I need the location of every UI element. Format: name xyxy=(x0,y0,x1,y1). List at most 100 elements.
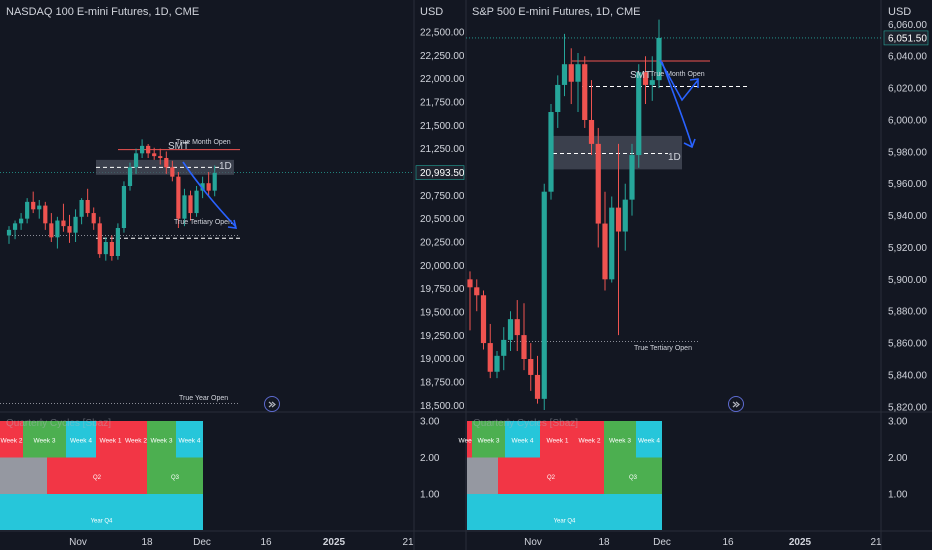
candle-body[interactable] xyxy=(12,223,18,230)
candle-body[interactable] xyxy=(73,216,78,233)
candle-body[interactable] xyxy=(467,279,473,288)
week-label: Week 1 xyxy=(100,437,122,444)
week-label: Week 2 xyxy=(125,437,147,444)
candle-body[interactable] xyxy=(487,343,493,372)
week-label: Week 3 xyxy=(609,437,631,444)
candle-body[interactable] xyxy=(582,64,588,120)
candle-body[interactable] xyxy=(521,335,527,360)
candle-body[interactable] xyxy=(67,226,72,233)
candle-body[interactable] xyxy=(164,158,169,168)
time-tick-label: 16 xyxy=(260,537,272,548)
week-label: Week 3 xyxy=(151,437,173,444)
candle-body[interactable] xyxy=(568,64,574,82)
candle-body[interactable] xyxy=(494,355,500,372)
candle-body[interactable] xyxy=(25,201,30,219)
es-tertiary-open-label: True Tertiary Open xyxy=(634,345,692,352)
es-time-axis[interactable]: Nov 18 Dec 16 2025 21 xyxy=(524,537,882,548)
candle-body[interactable] xyxy=(140,145,145,154)
week-label: Week 3 xyxy=(34,437,56,444)
candle-body[interactable] xyxy=(194,190,199,214)
es-candles[interactable] xyxy=(467,19,662,410)
candle-body[interactable] xyxy=(480,295,487,344)
candle-body[interactable] xyxy=(43,205,48,224)
candle-body[interactable] xyxy=(561,64,568,85)
es-projection-arrow-down xyxy=(661,61,693,147)
nq-month-open-label: True Month Open xyxy=(176,139,231,146)
candle-body[interactable] xyxy=(115,228,120,256)
candle-body[interactable] xyxy=(188,195,193,214)
candle-body[interactable] xyxy=(636,72,642,156)
candle-body[interactable] xyxy=(588,119,595,144)
candle-body[interactable] xyxy=(97,223,102,255)
candle-body[interactable] xyxy=(61,220,66,227)
candle-body[interactable] xyxy=(79,200,84,217)
candle-body[interactable] xyxy=(158,156,163,158)
candle-body[interactable] xyxy=(548,112,554,192)
quarter-bar xyxy=(498,457,604,494)
candle-body[interactable] xyxy=(31,201,36,210)
price-tick-label: 5,860.00 xyxy=(888,339,927,350)
candle-body[interactable] xyxy=(176,176,181,219)
quarter-label: Q3 xyxy=(171,475,180,481)
tf-1d-range-box xyxy=(553,135,682,170)
candle-body[interactable] xyxy=(602,223,608,280)
nq-currency-label[interactable]: USD xyxy=(420,6,444,18)
last-price-tag[interactable] xyxy=(415,165,465,180)
year-q4-bar xyxy=(467,494,662,530)
week-label: Week 3 xyxy=(478,437,500,444)
candle-body[interactable] xyxy=(146,145,151,154)
candle-body[interactable] xyxy=(595,143,601,224)
candle-body[interactable] xyxy=(200,183,205,191)
candle-body[interactable] xyxy=(49,223,54,238)
candle-body[interactable] xyxy=(55,220,60,238)
es-symbol-title[interactable]: S&P 500 E-mini Futures, 1D, CME xyxy=(472,6,641,18)
week-bar xyxy=(0,421,23,458)
candle-body[interactable] xyxy=(121,186,127,228)
candle-body[interactable] xyxy=(6,229,12,236)
candle-body[interactable] xyxy=(649,80,655,85)
nq-scroll-to-realtime-icon[interactable] xyxy=(264,396,280,412)
candle-body[interactable] xyxy=(622,199,628,232)
candle-body[interactable] xyxy=(642,72,649,85)
candle-body[interactable] xyxy=(152,153,157,157)
candle-body[interactable] xyxy=(109,242,114,256)
price-tick-label: 6,040.00 xyxy=(888,52,927,63)
candle-body[interactable] xyxy=(170,167,175,177)
candle-body[interactable] xyxy=(656,37,662,81)
candle-body[interactable] xyxy=(19,218,24,224)
candle-body[interactable] xyxy=(133,153,139,168)
candle-body[interactable] xyxy=(541,191,547,399)
indicator-scale-label: 2.00 xyxy=(888,453,908,464)
last-price-tag[interactable] xyxy=(883,30,929,46)
candle-body[interactable] xyxy=(534,374,541,399)
candle-body[interactable] xyxy=(501,339,507,356)
candle-body[interactable] xyxy=(85,200,90,214)
candle-body[interactable] xyxy=(212,172,217,191)
nq-symbol-title[interactable]: NASDAQ 100 E-mini Futures, 1D, CME xyxy=(6,6,200,18)
nq-candles[interactable] xyxy=(6,139,217,261)
candle-body[interactable] xyxy=(507,319,514,340)
candle-body[interactable] xyxy=(609,207,615,280)
candle-body[interactable] xyxy=(555,84,561,113)
candle-body[interactable] xyxy=(37,205,42,210)
candle-body[interactable] xyxy=(575,64,581,82)
quarter-bar xyxy=(0,457,47,494)
es-scroll-to-realtime-icon[interactable] xyxy=(728,396,744,412)
last-price-label: 6,051.50 xyxy=(888,33,927,44)
candle-body[interactable] xyxy=(127,167,133,186)
candle-body[interactable] xyxy=(206,183,211,191)
nq-price-axis[interactable]: 22,500.00 22,250.00 22,000.00 21,750.00 21,5… xyxy=(415,28,465,412)
candle-body[interactable] xyxy=(615,207,622,232)
nq-time-axis[interactable]: Nov 18 Dec 16 2025 21 xyxy=(69,537,414,548)
es-price-axis[interactable]: 6,060.00 6,040.00 6,020.00 6,000.00 5,980.00… xyxy=(883,20,929,413)
candle-body[interactable] xyxy=(103,242,108,255)
candle-body[interactable] xyxy=(514,319,520,336)
candle-body[interactable] xyxy=(182,195,187,219)
candle-body[interactable] xyxy=(528,359,534,375)
candle-body[interactable] xyxy=(474,287,480,296)
candle-body[interactable] xyxy=(629,155,635,200)
time-tick-label: Nov xyxy=(69,537,87,548)
candle-body[interactable] xyxy=(91,213,96,224)
es-currency-label[interactable]: USD xyxy=(888,6,912,18)
